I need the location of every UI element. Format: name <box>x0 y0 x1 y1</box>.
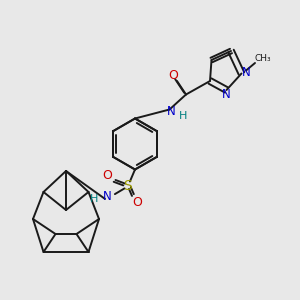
Text: O: O <box>169 69 178 82</box>
Text: N: N <box>242 65 251 79</box>
Text: N: N <box>167 105 176 119</box>
Text: H: H <box>179 111 187 121</box>
Text: S: S <box>123 179 132 193</box>
Text: H: H <box>90 194 99 204</box>
Text: CH₃: CH₃ <box>254 54 271 63</box>
Text: N: N <box>103 190 112 203</box>
Text: O: O <box>132 196 142 209</box>
Text: O: O <box>103 169 112 182</box>
Text: N: N <box>222 88 231 101</box>
